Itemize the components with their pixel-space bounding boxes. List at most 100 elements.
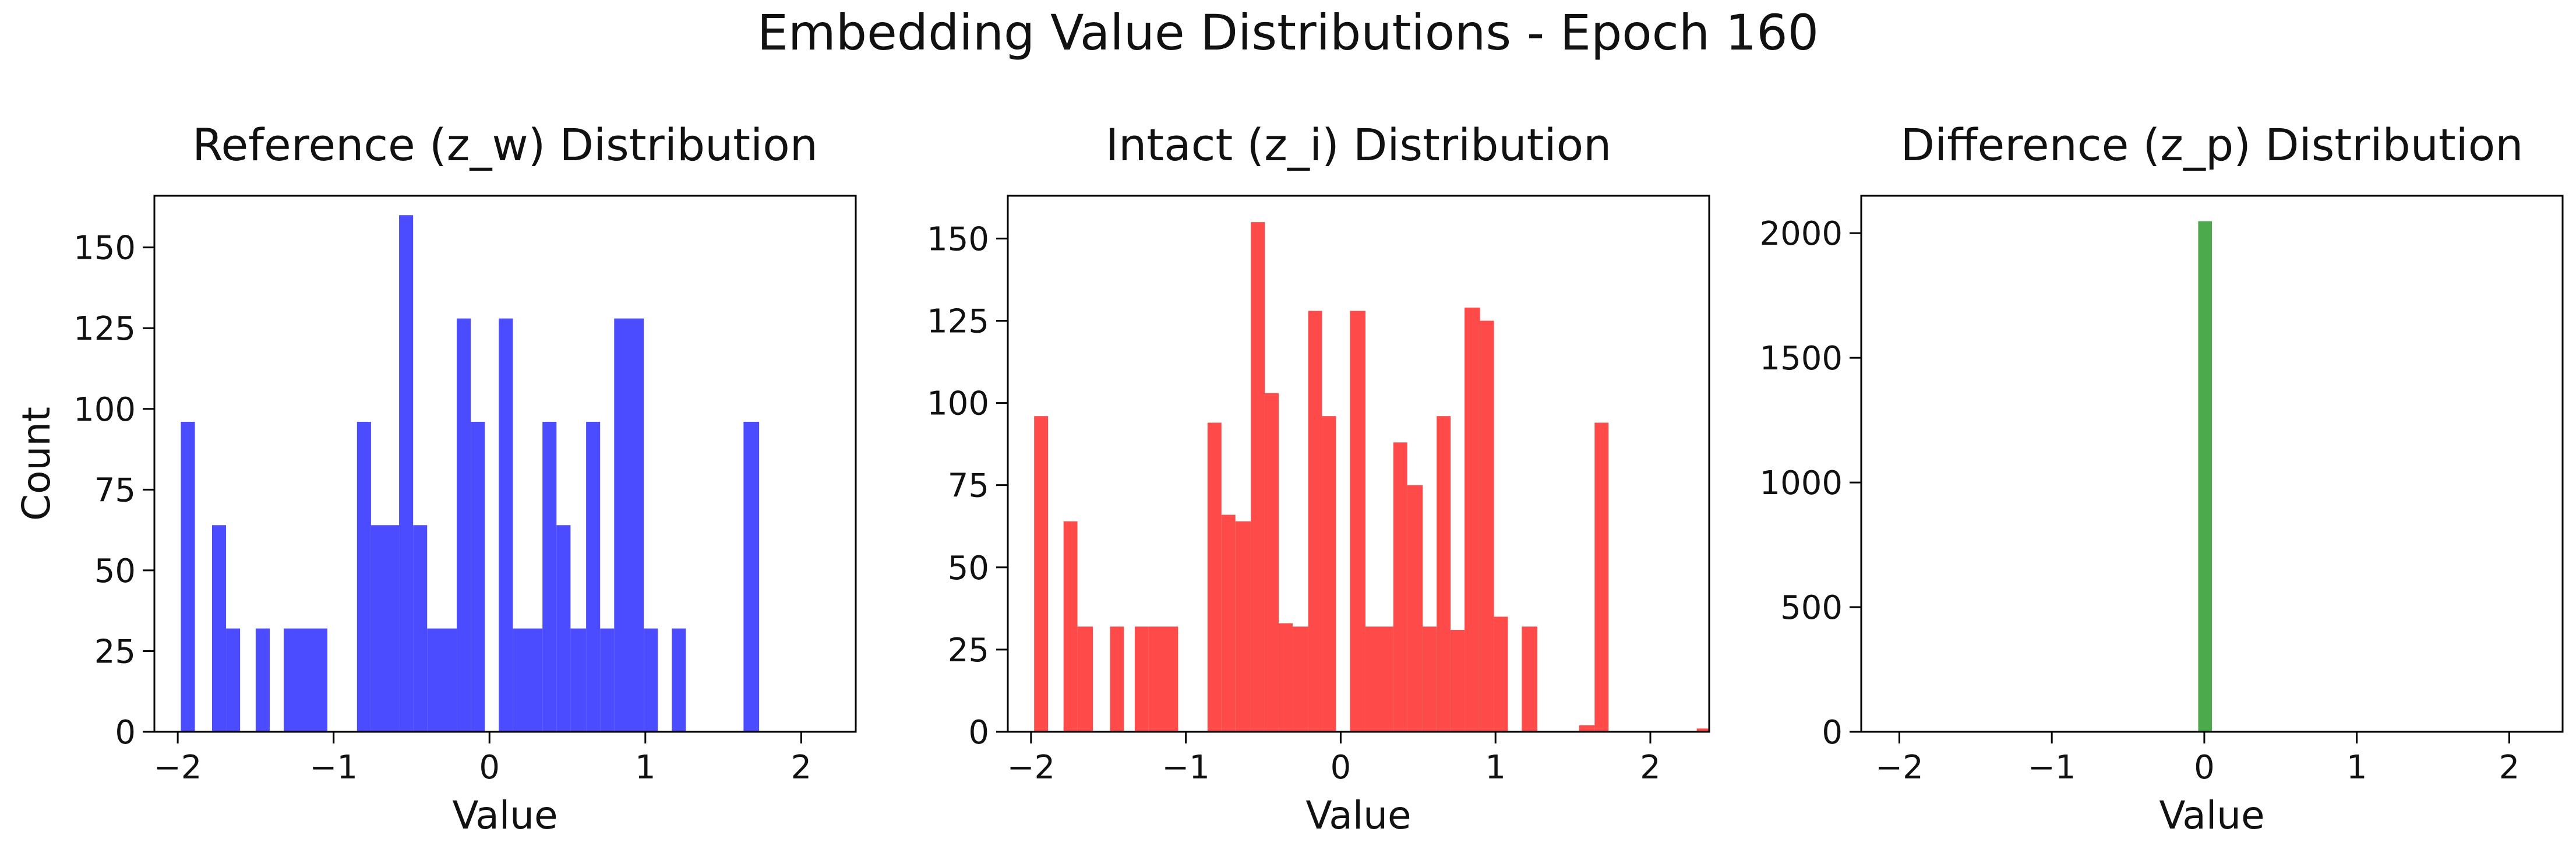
histogram-bar-reference — [542, 421, 557, 732]
figure-title: Embedding Value Distributions - Epoch 16… — [757, 4, 1819, 61]
plot-frame-difference — [1860, 195, 2564, 733]
histogram-bar-intact — [1279, 623, 1293, 732]
histogram-bar-intact — [1293, 626, 1308, 732]
histogram-bar-reference — [471, 421, 485, 732]
bars-difference — [2198, 221, 2212, 732]
x-tick-label: −1 — [2028, 749, 2076, 787]
histogram-bar-reference — [413, 525, 428, 732]
histogram-bar-intact — [1110, 626, 1124, 732]
x-tick-label: 0 — [2194, 749, 2215, 787]
chart-title-reference: Reference (z_w) Distribution — [192, 119, 818, 171]
histogram-bar-reference — [672, 628, 686, 732]
x-tick-label: 2 — [1640, 749, 1661, 787]
ticks-difference: −2 −1 0 1 2 0 500 1000 1500 2000 — [1759, 215, 2519, 787]
plot-frame-intact — [1007, 195, 1710, 733]
x-axis-label-intact: Value — [1305, 793, 1411, 838]
y-tick-label: 75 — [948, 467, 989, 505]
y-tick-label: 25 — [948, 632, 989, 669]
x-tick-label: 2 — [791, 749, 812, 787]
histogram-bar-reference — [284, 628, 327, 732]
bars-intact — [1034, 222, 1709, 732]
histogram-bar-intact — [1437, 416, 1451, 732]
histogram-bar-intact — [1465, 307, 1480, 732]
y-tick-label: 2000 — [1759, 215, 1843, 253]
bars-reference — [181, 215, 760, 732]
plot-frame-reference — [153, 195, 857, 733]
histogram-bar-reference — [644, 628, 658, 732]
chart-intact: Intact (z_i) Distribution Value −2 −1 0 1 2 0… — [927, 119, 1710, 838]
histogram-bar-intact — [1350, 311, 1365, 732]
y-tick-label: 50 — [94, 552, 136, 590]
histogram-bar-reference — [370, 525, 400, 732]
histogram-bar-intact — [1365, 626, 1393, 732]
histogram-bar-intact — [1265, 393, 1279, 732]
histogram-bar-difference — [2198, 221, 2212, 732]
histogram-bar-reference — [499, 318, 513, 732]
y-tick-label: 1500 — [1759, 340, 1843, 378]
x-tick-label: −2 — [1007, 749, 1056, 787]
histogram-bar-reference — [399, 215, 414, 732]
x-tick-label: −1 — [309, 749, 358, 787]
y-tick-label: 0 — [968, 714, 989, 752]
histogram-bar-intact — [1235, 521, 1251, 732]
histogram-bar-reference — [614, 318, 644, 732]
histogram-bar-intact — [1451, 630, 1465, 732]
histogram-bar-intact — [1308, 311, 1322, 732]
histogram-bar-intact — [1494, 616, 1508, 732]
x-tick-label: −2 — [154, 749, 202, 787]
histogram-bar-reference — [600, 628, 615, 732]
histogram-bar-reference — [226, 628, 241, 732]
histogram-bar-reference — [570, 628, 587, 732]
y-tick-label: 50 — [948, 549, 989, 587]
chart-reference: Reference (z_w) Distribution Value Count… — [14, 119, 857, 838]
x-tick-label: 2 — [2499, 749, 2520, 787]
x-axis-label-difference: Value — [2159, 793, 2264, 838]
histogram-bar-reference — [743, 421, 760, 732]
x-tick-label: 0 — [1331, 749, 1351, 787]
x-tick-label: 1 — [635, 749, 656, 787]
y-tick-label: 100 — [73, 391, 136, 429]
histogram-bar-intact — [1148, 626, 1178, 732]
y-axis-label-reference: Count — [14, 407, 59, 521]
histogram-bar-intact — [1221, 514, 1236, 732]
y-tick-label: 125 — [73, 310, 136, 348]
chart-title-intact: Intact (z_i) Distribution — [1106, 119, 1612, 171]
histogram-bar-intact — [1251, 222, 1265, 732]
y-tick-label: 1000 — [1759, 464, 1843, 502]
histogram-bar-intact — [1034, 416, 1049, 732]
histogram-bar-intact — [1322, 416, 1336, 732]
ticks-intact: −2 −1 0 1 2 0 25 50 75 100 125 150 — [927, 220, 1661, 787]
histogram-bar-intact — [1696, 728, 1709, 732]
histogram-bar-reference — [181, 421, 195, 732]
chart-difference: Difference (z_p) Distribution Value −2 −1… — [1759, 119, 2564, 838]
histogram-bar-reference — [211, 525, 227, 732]
x-tick-label: 1 — [1485, 749, 1506, 787]
y-tick-label: 75 — [94, 471, 136, 509]
y-tick-label: 150 — [73, 230, 136, 267]
histogram-bar-intact — [1063, 521, 1078, 732]
histogram-bar-reference — [357, 421, 371, 732]
histogram-bar-reference — [427, 628, 457, 732]
y-tick-label: 100 — [927, 385, 989, 423]
histogram-bar-intact — [1407, 485, 1423, 732]
y-tick-label: 25 — [94, 633, 136, 671]
x-tick-label: −2 — [1875, 749, 1924, 787]
x-tick-label: 0 — [479, 749, 500, 787]
histogram-bar-intact — [1134, 626, 1149, 732]
x-axis-label-reference: Value — [452, 793, 557, 838]
histogram-bar-intact — [1423, 626, 1437, 732]
x-tick-label: −1 — [1162, 749, 1210, 787]
histogram-bar-intact — [1393, 442, 1407, 732]
ticks-reference: −2 −1 0 1 2 0 25 50 75 100 125 150 — [73, 230, 811, 787]
y-tick-label: 125 — [927, 302, 989, 340]
histogram-bar-intact — [1077, 626, 1093, 732]
histogram-bar-intact — [1207, 422, 1222, 732]
histogram-bar-reference — [513, 628, 543, 732]
chart-title-difference: Difference (z_p) Distribution — [1901, 119, 2524, 171]
y-tick-label: 150 — [927, 220, 989, 258]
histogram-bar-reference — [586, 421, 601, 732]
x-tick-label: 1 — [2346, 749, 2367, 787]
y-tick-label: 0 — [115, 714, 136, 752]
y-tick-label: 500 — [1780, 589, 1843, 627]
